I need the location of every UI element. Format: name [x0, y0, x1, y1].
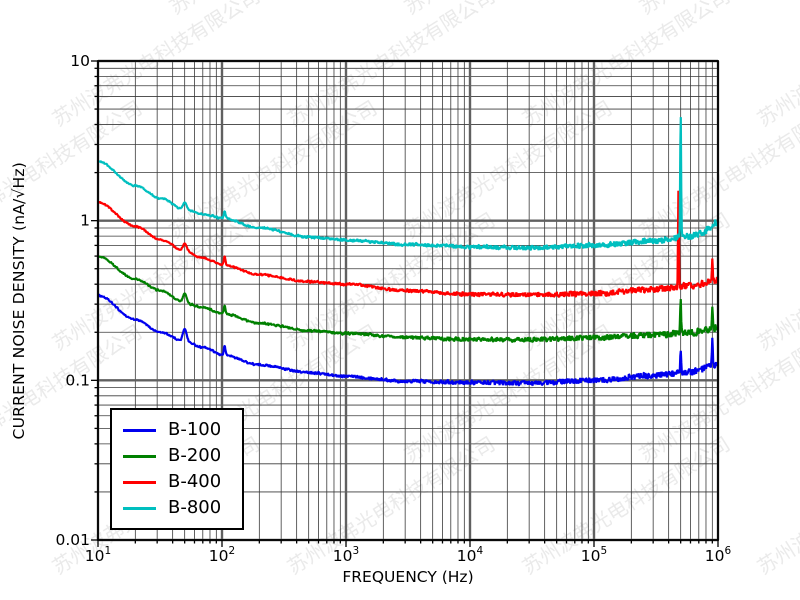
legend-label-b-400: B-400 — [168, 471, 222, 492]
watermark-text: 苏州波弗光电科技有限公司 — [283, 0, 499, 131]
y-tick-label: 1 — [80, 212, 90, 230]
curve-b-200 — [98, 255, 718, 343]
legend: B-100 B-200 B-400 B-800 — [110, 408, 244, 530]
y-tick-label: 10 — [70, 52, 90, 70]
legend-item-b-200: B-200 — [123, 447, 242, 465]
legend-line-b-100 — [123, 428, 156, 432]
axes-layer — [91, 60, 719, 547]
x-tick-label: 105 — [581, 545, 607, 565]
watermark-text: 苏州波弗光电科技有限公司 — [0, 0, 146, 19]
legend-item-b-100: B-100 — [123, 421, 242, 439]
legend-line-b-800 — [123, 506, 156, 510]
legend-line-b-200 — [123, 454, 156, 458]
y-axis-title: CURRENT NOISE DENSITY (nA/√Hz) — [10, 161, 28, 440]
x-tick-label: 104 — [457, 545, 484, 565]
axis-ticks — [91, 60, 719, 547]
watermark-text: 苏州波弗光电科技有限公司 — [753, 208, 800, 356]
watermark-text: 苏州波弗光电科技有限公司 — [518, 0, 734, 131]
watermark-text: 苏州波弗光电科技有限公司 — [753, 432, 800, 580]
curves-layer — [98, 117, 718, 387]
watermark-text: 苏州波弗光电科技有限公司 — [753, 0, 800, 131]
curve-b-800 — [98, 117, 718, 251]
x-tick-label: 106 — [705, 545, 732, 565]
legend-line-b-400 — [123, 480, 156, 484]
watermark-text: 苏州波弗光电科技有限公司 — [518, 432, 734, 580]
x-axis-title: FREQUENCY (Hz) — [342, 568, 474, 586]
y-axis-title-wrap: CURRENT NOISE DENSITY (nA/√Hz) — [4, 61, 34, 540]
curve-b-400 — [98, 190, 718, 298]
y-tick-label: 0.1 — [65, 371, 90, 389]
curve-b-100 — [98, 293, 718, 387]
legend-item-b-400: B-400 — [123, 473, 242, 491]
x-tick-label: 103 — [333, 545, 359, 565]
legend-item-b-800: B-800 — [123, 499, 242, 517]
legend-label-b-800: B-800 — [168, 497, 222, 518]
legend-label-b-100: B-100 — [168, 419, 222, 440]
watermark-text: 苏州波弗光电科技有限公司 — [48, 208, 264, 356]
legend-label-b-200: B-200 — [168, 445, 222, 466]
y-tick-label: 0.01 — [55, 531, 90, 549]
plot-border — [97, 60, 719, 541]
x-tick-label: 102 — [209, 545, 235, 565]
